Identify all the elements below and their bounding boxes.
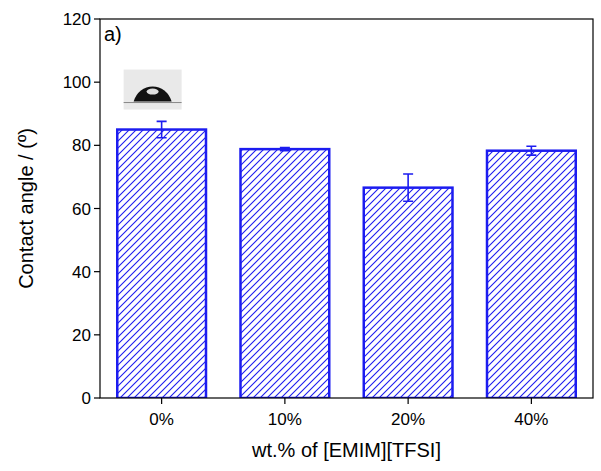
bars — [117, 121, 575, 398]
y-tick — [94, 334, 100, 335]
y-tick-label: 60 — [72, 200, 91, 219]
droplet-highlight — [147, 89, 159, 95]
y-tick-label: 100 — [63, 73, 91, 92]
x-tick-label: 40% — [514, 410, 548, 429]
panel-label: a) — [104, 23, 122, 45]
chart-svg: 0 20 40 60 80 100 120 0% 10% 20% 40% wt.% of [EMIM]… — [0, 0, 601, 471]
x-tick — [284, 398, 285, 404]
y-tick — [94, 208, 100, 209]
droplet-surface — [124, 102, 182, 103]
droplet — [134, 86, 172, 101]
bar — [487, 151, 576, 398]
error-bar — [157, 121, 167, 137]
x-tick-label: 10% — [268, 410, 302, 429]
plot-frame — [100, 19, 593, 398]
y-tick-label: 40 — [72, 263, 91, 282]
y-tick-label: 0 — [82, 389, 91, 408]
error-bar — [403, 174, 413, 201]
x-tick — [408, 398, 409, 404]
y-tick — [94, 397, 100, 398]
y-tick — [94, 82, 100, 83]
chart-container: 0 20 40 60 80 100 120 0% 10% 20% 40% wt.% of [EMIM]… — [0, 0, 601, 471]
droplet-inset — [124, 70, 182, 110]
error-bar — [526, 146, 536, 155]
y-tick-label: 80 — [72, 136, 91, 155]
x-tick-label: 20% — [391, 410, 425, 429]
y-tick-label: 20 — [72, 326, 91, 345]
y-tick — [94, 271, 100, 272]
bar — [117, 130, 206, 398]
y-tick-label: 120 — [63, 10, 91, 29]
bar — [364, 188, 453, 398]
error-bar — [280, 148, 290, 151]
y-tick — [94, 18, 100, 19]
bar — [241, 149, 330, 398]
x-axis-title: wt.% of [EMIM][TFSI] — [251, 439, 441, 461]
y-tick — [94, 145, 100, 146]
x-tick-label: 0% — [149, 410, 174, 429]
x-tick — [161, 398, 162, 404]
y-axis-title: Contact angle / (º) — [15, 128, 37, 289]
x-tick — [531, 398, 532, 404]
